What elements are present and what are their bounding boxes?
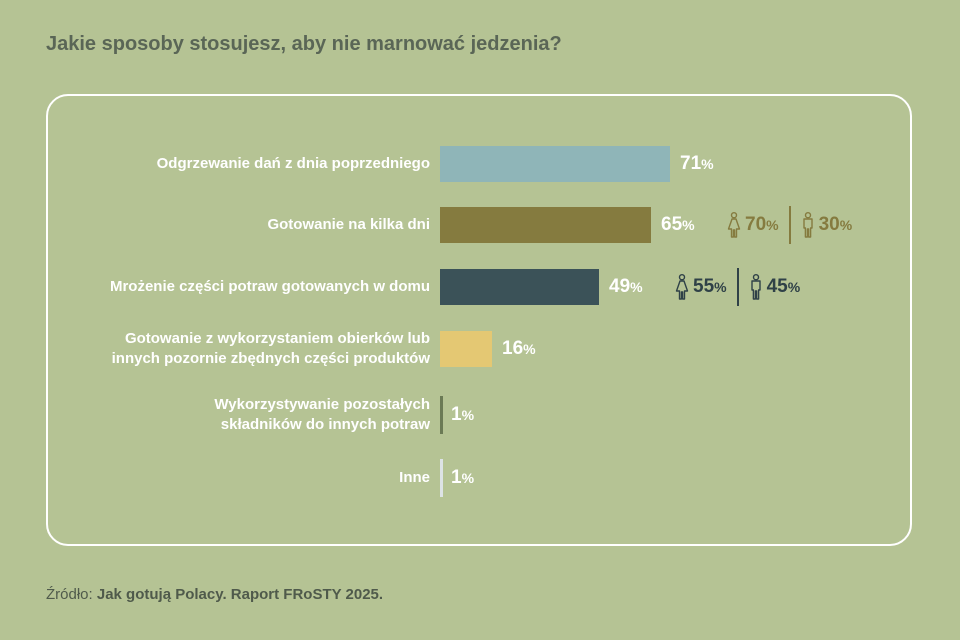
bar-6 — [440, 459, 443, 497]
value-number-unit: % — [630, 279, 643, 295]
bar-4 — [440, 331, 492, 367]
category-label: Inne — [30, 468, 430, 488]
value-number-unit: % — [461, 470, 475, 486]
female-percent-unit: % — [714, 279, 727, 295]
female-icon — [727, 212, 741, 238]
male-icon — [750, 274, 761, 300]
value-label: 16% — [502, 337, 536, 361]
value-number: 1% — [451, 404, 475, 425]
bar-1 — [440, 146, 670, 182]
bar-5 — [440, 396, 443, 434]
value-label: 65% — [661, 213, 695, 237]
male-percent-unit: % — [787, 279, 801, 295]
bar-2 — [440, 207, 651, 243]
category-label-line: Odgrzewanie dań z dnia poprzedniego — [156, 155, 430, 172]
source-text: Jak gotują Polacy. Raport FRoSTY 2025. — [96, 586, 384, 603]
category-label: Odgrzewanie dań z dnia poprzedniego — [30, 154, 430, 174]
value-label: 49% — [609, 275, 643, 299]
source-label: Źródło: — [46, 586, 93, 603]
female-percent: 55% — [693, 276, 727, 297]
gender-split: 70% 30% — [727, 206, 852, 244]
male-percent: 30% — [818, 214, 853, 235]
male-percent: 45% — [766, 276, 801, 297]
source-note: Źródło: Jak gotują Polacy. Raport FRoSTY… — [46, 586, 383, 603]
category-label: Gotowanie na kilka dni — [30, 215, 430, 235]
male-icon — [802, 212, 813, 238]
split-divider — [736, 268, 739, 306]
value-number: 16% — [502, 338, 536, 359]
category-label-line: innych pozornie zbędnych części produktó… — [111, 350, 430, 367]
value-label: 71% — [680, 152, 714, 176]
value-number: 65% — [661, 214, 695, 235]
value-number: 1% — [451, 467, 475, 488]
chart-card — [46, 94, 912, 546]
split-divider — [788, 206, 791, 244]
value-number-unit: % — [461, 407, 475, 423]
value-number: 71% — [680, 153, 714, 174]
category-label: Wykorzystywanie pozostałych składników do… — [30, 395, 430, 435]
female-percent: 70% — [745, 214, 779, 235]
category-label: Mrożenie części potraw gotowanych w domu — [30, 277, 430, 297]
value-number: 49% — [609, 276, 643, 297]
female-icon — [675, 274, 689, 300]
value-label: 1% — [451, 466, 474, 490]
chart-title: Jakie sposoby stosujesz, aby nie marnowa… — [46, 33, 562, 55]
value-number-unit: % — [523, 341, 536, 357]
category-label-line: składników do innych potraw — [220, 416, 430, 433]
value-label: 1% — [451, 403, 474, 427]
category-label-line: Gotowanie na kilka dni — [267, 216, 430, 233]
male-percent-unit: % — [839, 217, 853, 233]
value-number-unit: % — [701, 156, 714, 172]
value-number-unit: % — [682, 217, 695, 233]
gender-split: 55% 45% — [675, 268, 800, 306]
category-label-line: Wykorzystywanie pozostałych — [214, 396, 430, 413]
bar-3 — [440, 269, 599, 305]
female-percent-unit: % — [766, 217, 779, 233]
category-label-line: Inne — [399, 469, 430, 486]
category-label-line: Gotowanie z wykorzystaniem obierków lub — [124, 330, 430, 347]
category-label: Gotowanie z wykorzystaniem obierków lub i… — [30, 329, 430, 369]
category-label-line: Mrożenie części potraw gotowanych w domu — [109, 278, 430, 295]
